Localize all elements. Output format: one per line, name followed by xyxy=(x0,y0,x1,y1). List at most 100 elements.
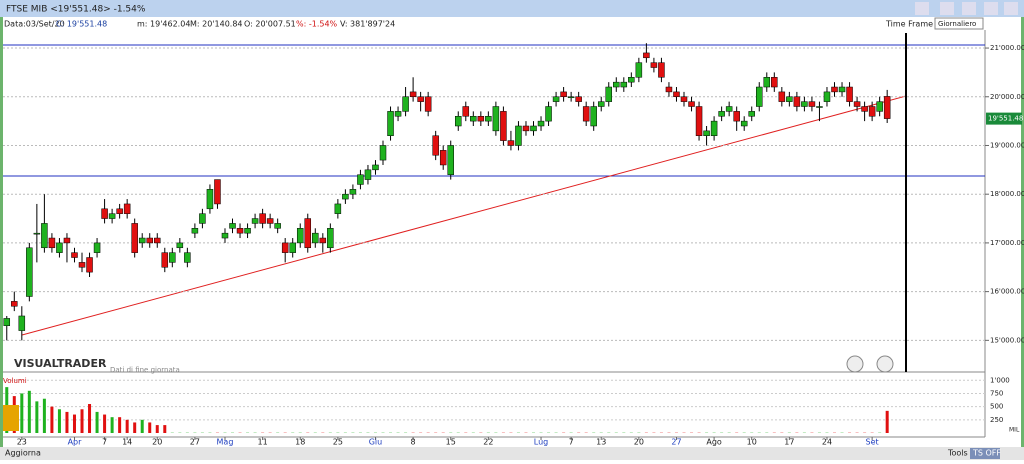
x-tick-label: Apr xyxy=(68,438,83,447)
candle-body xyxy=(794,97,800,107)
candle-body xyxy=(184,253,190,263)
tools-tab[interactable]: Tools xyxy=(947,449,968,458)
side-toggle[interactable] xyxy=(3,405,19,431)
candle-body xyxy=(425,97,431,112)
candle-body xyxy=(64,238,70,243)
y-tick-label: 16'000.00 xyxy=(990,288,1024,296)
ts-tab[interactable]: TS OFF xyxy=(972,449,1001,458)
candle-body xyxy=(327,228,333,247)
volume-bar xyxy=(111,417,114,433)
candle-body xyxy=(832,87,838,92)
candle-body xyxy=(561,92,567,97)
info-max: M: 20'140.84 xyxy=(190,20,243,29)
x-tick-label: 13 xyxy=(596,438,606,447)
candle-body xyxy=(26,248,32,297)
time-frame-label: Time Frame xyxy=(885,20,933,29)
tools-button[interactable] xyxy=(940,2,954,15)
candle-body xyxy=(139,238,145,243)
candle-body xyxy=(312,233,318,243)
candle-body xyxy=(34,233,40,234)
x-tick-label: 7 xyxy=(569,438,574,447)
candle-body xyxy=(410,92,416,97)
candle-body xyxy=(801,102,807,107)
candle-body xyxy=(154,238,160,243)
candle-body xyxy=(628,77,634,82)
y-tick-label: 20'000.00 xyxy=(990,93,1024,101)
x-tick-label: 15 xyxy=(446,438,456,447)
x-tick-label: 24 xyxy=(822,438,832,447)
candle-body xyxy=(305,219,311,248)
candle-body xyxy=(162,253,168,268)
candle-body xyxy=(523,126,529,131)
candle-body xyxy=(666,87,672,92)
info-close: C: 19'551.48 xyxy=(56,20,107,29)
candle-body xyxy=(651,63,657,68)
volume-bar xyxy=(103,415,106,433)
candle-body xyxy=(342,194,348,199)
time-frame-value: Giornaliero xyxy=(938,20,976,28)
x-tick-label: Ago xyxy=(706,438,722,447)
y-tick-label: 19'000.00 xyxy=(990,141,1024,149)
x-tick-label: Giu xyxy=(369,438,383,447)
x-tick-label: 14 xyxy=(122,438,132,447)
candle-body xyxy=(41,223,47,247)
volume-bar xyxy=(126,420,129,433)
candle-body xyxy=(230,223,236,228)
candle-body xyxy=(643,53,649,58)
candle-body xyxy=(395,111,401,116)
minimize-button[interactable] xyxy=(962,2,976,15)
info-min: m: 19'462.04 xyxy=(137,20,190,29)
candle-body xyxy=(485,116,491,121)
candle-body xyxy=(380,145,386,160)
candle-body xyxy=(237,228,243,233)
update-button[interactable]: Aggiorna xyxy=(5,449,41,458)
candle-body xyxy=(531,126,537,131)
volume-bar xyxy=(65,412,68,433)
candle-body xyxy=(824,92,830,102)
candle-body xyxy=(19,316,25,331)
candle-body xyxy=(869,107,875,117)
info-volume: V: 381'897'24 xyxy=(340,20,395,29)
candle-body xyxy=(433,136,439,155)
candle-body xyxy=(576,97,582,102)
volume-tick-label: 750 xyxy=(990,389,1003,397)
x-tick-label: 23 xyxy=(17,438,27,447)
candle-body xyxy=(214,180,220,204)
volume-tick-label: 250 xyxy=(990,416,1003,424)
info-button[interactable] xyxy=(877,356,893,372)
volume-bar xyxy=(20,393,23,433)
x-tick-label: 27 xyxy=(190,438,200,447)
candle-body xyxy=(816,107,822,108)
candle-body xyxy=(320,238,326,243)
candle-body xyxy=(673,92,679,97)
candle-body xyxy=(568,97,574,98)
volume-bar xyxy=(133,422,136,433)
close-button[interactable] xyxy=(1004,2,1018,15)
candle-body xyxy=(591,107,597,126)
candle-body xyxy=(124,204,130,214)
candle-body xyxy=(79,262,85,267)
candle-body xyxy=(275,223,281,228)
candle-body xyxy=(771,77,777,87)
info-button[interactable] xyxy=(847,356,863,372)
volume-bar xyxy=(28,391,31,433)
candle-body xyxy=(4,318,10,325)
x-tick-label: 7 xyxy=(102,438,107,447)
candle-body xyxy=(335,204,341,214)
candle-body xyxy=(199,214,205,224)
volume-bar xyxy=(58,409,61,433)
volume-bar xyxy=(96,412,99,433)
candle-body xyxy=(207,189,213,208)
candle-body xyxy=(132,223,138,252)
y-tick-label: 17'000.00 xyxy=(990,239,1024,247)
info-open: O: 20'007.51 xyxy=(244,20,296,29)
candle-body xyxy=(734,111,740,121)
candle-body xyxy=(719,111,725,116)
candle-body xyxy=(711,121,717,136)
star-button[interactable] xyxy=(915,2,929,15)
maximize-button[interactable] xyxy=(984,2,998,15)
candle-body xyxy=(470,116,476,121)
candle-body xyxy=(764,77,770,87)
volume-tick-label: 500 xyxy=(990,403,1003,411)
candle-body xyxy=(847,87,853,102)
